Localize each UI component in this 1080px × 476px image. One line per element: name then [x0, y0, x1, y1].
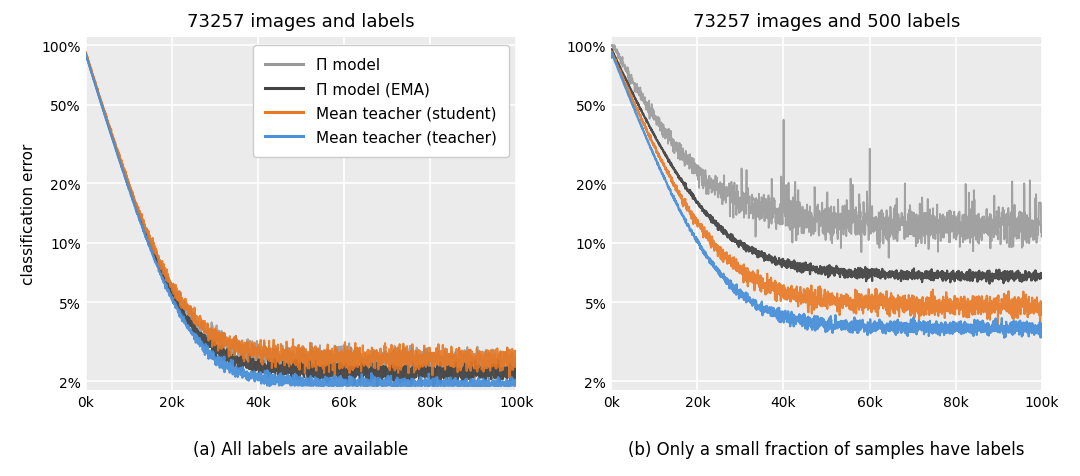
Title: 73257 images and labels: 73257 images and labels: [187, 13, 415, 31]
Legend: Π model, Π model (EMA), Mean teacher (student), Mean teacher (teacher): Π model, Π model (EMA), Mean teacher (st…: [253, 46, 509, 158]
Y-axis label: classification error: classification error: [21, 144, 36, 285]
Text: (b) Only a small fraction of samples have labels: (b) Only a small fraction of samples hav…: [629, 440, 1025, 457]
Text: (a) All labels are available: (a) All labels are available: [193, 440, 408, 457]
Title: 73257 images and 500 labels: 73257 images and 500 labels: [693, 13, 960, 31]
